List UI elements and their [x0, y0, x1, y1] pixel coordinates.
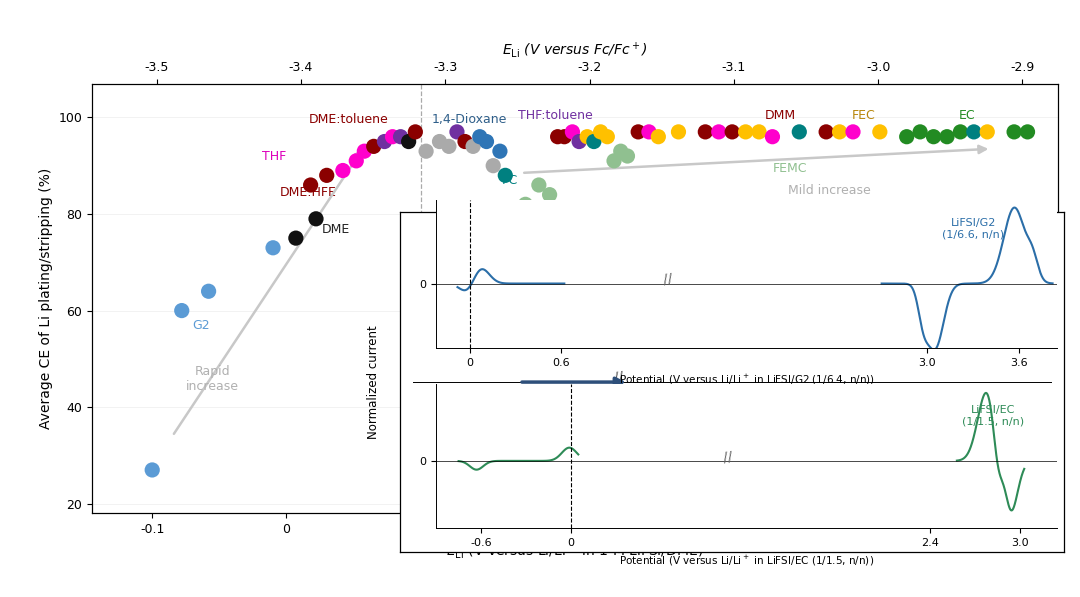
Text: LiFSI/EC
(1/1.5, n/n): LiFSI/EC (1/1.5, n/n) — [962, 405, 1024, 426]
Point — [457, 137, 474, 146]
Point — [477, 137, 495, 146]
X-axis label: Potential (V versus Li/Li$^+$ in LiFSI/EC (1/1.5, n/n)): Potential (V versus Li/Li$^+$ in LiFSI/E… — [619, 553, 874, 568]
Point — [530, 180, 548, 190]
Point — [564, 127, 581, 137]
Point — [549, 132, 566, 141]
Point — [302, 180, 320, 190]
Point — [497, 171, 514, 180]
X-axis label: $E_{\mathrm{Li}}$ (V versus Li/Li$^+$ in 1 M LiFSI/DME): $E_{\mathrm{Li}}$ (V versus Li/Li$^+$ in… — [446, 541, 704, 561]
Y-axis label: Average CE of Li plating/stripping (%): Average CE of Li plating/stripping (%) — [39, 168, 53, 429]
Text: EC: EC — [959, 109, 975, 122]
Point — [365, 141, 382, 151]
Text: LiFSI/G2
(1/6.6, n/n): LiFSI/G2 (1/6.6, n/n) — [942, 218, 1004, 239]
Point — [376, 137, 393, 146]
Point — [407, 127, 424, 137]
Point — [471, 132, 488, 141]
Point — [939, 132, 956, 141]
Text: THF: THF — [262, 150, 286, 163]
Point — [630, 127, 647, 137]
Point — [265, 243, 282, 253]
Point — [872, 127, 889, 137]
Point — [650, 132, 667, 141]
Point — [491, 146, 509, 156]
Text: DME:toluene: DME:toluene — [309, 113, 388, 125]
Text: G2: G2 — [192, 319, 211, 333]
Point — [448, 127, 465, 137]
Point — [764, 132, 781, 141]
Point — [464, 141, 482, 151]
Point — [845, 127, 862, 137]
Text: 1,4-Dioxane: 1,4-Dioxane — [431, 113, 507, 125]
Point — [173, 306, 190, 315]
Point — [598, 132, 616, 141]
Point — [831, 127, 848, 137]
Point — [670, 127, 687, 137]
Point — [737, 127, 754, 137]
Text: //: // — [662, 272, 674, 287]
Point — [556, 132, 573, 141]
Point — [612, 146, 630, 156]
Point — [912, 127, 929, 137]
Point — [606, 156, 623, 165]
Point — [951, 127, 969, 137]
Point — [579, 132, 596, 141]
Point — [592, 127, 609, 137]
Point — [400, 137, 417, 146]
Point — [392, 132, 409, 141]
Point — [144, 465, 161, 475]
Point — [418, 146, 435, 156]
Text: PC: PC — [501, 174, 517, 187]
Text: DME: DME — [322, 223, 350, 236]
Text: Normalized current: Normalized current — [367, 325, 380, 439]
Point — [818, 127, 835, 137]
Point — [200, 287, 217, 296]
Text: Sulfolane: Sulfolane — [544, 204, 603, 216]
Point — [899, 132, 916, 141]
Text: DMM: DMM — [765, 109, 796, 122]
Point — [319, 171, 336, 180]
Point — [619, 151, 636, 161]
Point — [570, 137, 588, 146]
Point — [924, 132, 942, 141]
Text: //: // — [723, 449, 733, 464]
Point — [383, 132, 401, 141]
Point — [966, 127, 983, 137]
Point — [287, 233, 305, 243]
Text: 0.6 V upshift: 0.6 V upshift — [535, 396, 610, 409]
Point — [978, 127, 996, 137]
Point — [308, 214, 325, 224]
Text: THF:toluene: THF:toluene — [517, 109, 592, 122]
Point — [485, 161, 502, 171]
Point — [724, 127, 741, 137]
Text: //: // — [613, 380, 624, 395]
Point — [348, 156, 365, 165]
Point — [1018, 127, 1036, 137]
X-axis label: $E_{\mathrm{Li}}$ (V versus Fc/Fc$^+$): $E_{\mathrm{Li}}$ (V versus Fc/Fc$^+$) — [502, 41, 648, 60]
X-axis label: Potential (V versus Li/Li$^+$ in LiFSI/G2 (1/6.4, n/n)): Potential (V versus Li/Li$^+$ in LiFSI/G… — [619, 373, 875, 387]
Point — [697, 127, 714, 137]
Point — [541, 190, 558, 199]
Text: Rapid
increase: Rapid increase — [186, 365, 239, 393]
Point — [751, 127, 768, 137]
Point — [711, 127, 728, 137]
Point — [355, 146, 373, 156]
Point — [791, 127, 808, 137]
Point — [585, 137, 603, 146]
Text: FEMC: FEMC — [772, 162, 807, 176]
Text: Mild increase: Mild increase — [787, 184, 870, 197]
Point — [334, 166, 351, 176]
Point — [640, 127, 658, 137]
Text: //: // — [613, 370, 624, 384]
Text: DME:HFE: DME:HFE — [280, 186, 337, 199]
Point — [431, 137, 448, 146]
Point — [441, 141, 458, 151]
Point — [1005, 127, 1023, 137]
Text: FEC: FEC — [852, 109, 876, 122]
Point — [517, 199, 535, 209]
